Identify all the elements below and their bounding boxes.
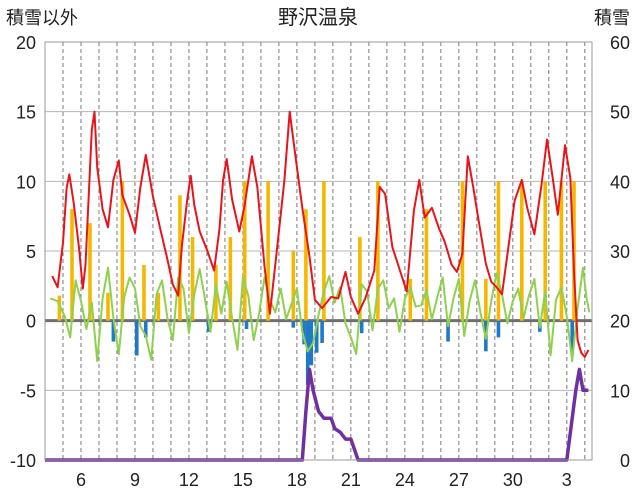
precip-bar (70, 209, 74, 321)
precip-bar (424, 209, 429, 321)
min-temp-bar (244, 320, 249, 330)
precip-bar (291, 251, 296, 321)
min-temp-bar (143, 320, 148, 338)
chart-title: 野沢温泉 (278, 6, 358, 29)
x-tick-label: 9 (130, 470, 140, 490)
precip-bar (484, 278, 488, 321)
right-axis-label: 積雪 (594, 8, 630, 28)
x-tick-label: 30 (503, 470, 523, 490)
right-tick-label: 10 (610, 381, 630, 401)
right-tick-label: 20 (610, 312, 630, 332)
x-tick-label: 27 (449, 470, 469, 490)
x-tick-label: 15 (233, 470, 253, 490)
x-tick-label: 24 (395, 470, 415, 490)
precip-bar (559, 181, 564, 321)
min-temp-bar (496, 320, 501, 338)
right-tick-label: 0 (620, 451, 630, 471)
precip-bar (120, 181, 125, 321)
min-temp-bar (111, 320, 116, 342)
left-tick-label: -10 (10, 451, 36, 471)
min-temp-bar (305, 320, 310, 385)
right-tick-label: 50 (610, 103, 630, 123)
left-tick-label: 15 (16, 103, 36, 123)
precip-bar (156, 292, 161, 321)
precip-bar (266, 181, 270, 321)
min-temp-bar (359, 320, 364, 334)
min-temp-bar (314, 320, 319, 353)
precip-bar (142, 264, 146, 321)
plot-frame (44, 41, 593, 461)
right-tick-label: 60 (610, 33, 630, 53)
left-tick-label: -5 (20, 381, 36, 401)
precip-bar (57, 295, 62, 321)
snow-depth-line (45, 367, 589, 462)
precip-bar (178, 195, 182, 321)
min-temp-bar (302, 320, 306, 345)
precip-bar (322, 181, 326, 321)
precip-bar (408, 278, 413, 321)
precip-bar (228, 237, 233, 321)
max-temp-line (51, 110, 590, 358)
precip-bar (190, 237, 195, 321)
min-temp-bar (291, 320, 296, 328)
left-tick-label: 5 (26, 242, 36, 262)
mean-temp-line (50, 266, 591, 363)
right-tick-label: 40 (610, 172, 630, 192)
x-tick-label: 6 (76, 470, 86, 490)
precip-bar (496, 181, 501, 321)
min-temp-bar (320, 320, 324, 343)
x-tick-label: 18 (287, 470, 307, 490)
x-tick-label: 12 (179, 470, 199, 490)
precip-bar (543, 181, 548, 321)
x-tick-label: 3 (562, 470, 572, 490)
right-tick-label: 30 (610, 242, 630, 262)
lines (45, 110, 591, 462)
left-tick-label: 0 (26, 312, 36, 332)
left-tick-label: 10 (16, 172, 36, 192)
grid (45, 41, 592, 461)
precip-bar (520, 181, 524, 321)
precip-bar (304, 209, 308, 321)
min-temp-bar (446, 320, 450, 342)
precip-bar (242, 181, 247, 321)
precip-bar (376, 181, 380, 321)
precip-bar (358, 237, 362, 321)
precip-bar (88, 223, 92, 321)
left-axis-label: 積雪以外 (6, 8, 78, 28)
min-temp-bar (134, 320, 139, 356)
x-tick-label: 21 (341, 470, 361, 490)
min-temp-bar (570, 320, 575, 352)
left-tick-label: 20 (16, 33, 36, 53)
precip-bar (106, 292, 110, 321)
min-temp-bar (309, 320, 314, 366)
